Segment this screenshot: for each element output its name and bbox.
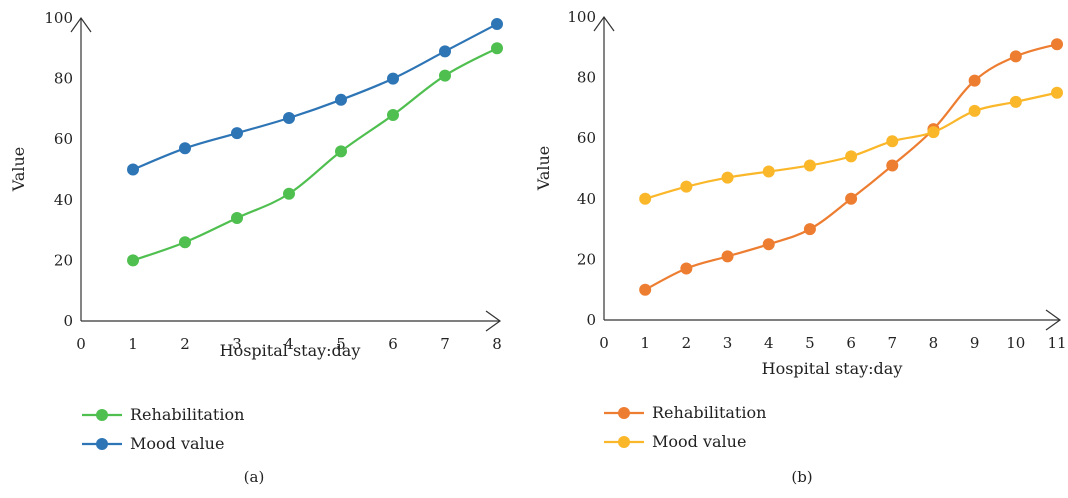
data-point-rehabilitation <box>680 262 692 274</box>
data-point-mood-value <box>1051 87 1063 99</box>
x-tick-label: 5 <box>805 334 815 352</box>
legend-label-mood-value: Mood value <box>130 434 224 453</box>
legend-swatch-marker <box>96 409 108 421</box>
data-point-mood-value <box>127 164 139 176</box>
data-point-mood-value <box>722 172 734 184</box>
x-tick-label: 0 <box>599 334 609 352</box>
data-point-mood-value <box>335 94 347 106</box>
legend-label-rehabilitation: Rehabilitation <box>652 403 766 422</box>
data-point-rehabilitation <box>722 250 734 262</box>
data-point-mood-value <box>680 181 692 193</box>
data-point-rehabilitation <box>845 193 857 205</box>
data-point-rehabilitation <box>763 238 775 250</box>
data-point-mood-value <box>387 73 399 85</box>
data-point-mood-value <box>845 150 857 162</box>
y-tick-label: 60 <box>54 130 73 148</box>
data-point-rehabilitation <box>1010 50 1022 62</box>
panel-caption: (a) <box>244 468 265 486</box>
x-tick-label: 4 <box>764 334 774 352</box>
x-tick-label: 0 <box>76 335 86 353</box>
data-point-rehabilitation <box>335 145 347 157</box>
x-tick-label: 8 <box>929 334 939 352</box>
y-tick-label: 20 <box>577 250 596 268</box>
data-point-rehabilitation <box>491 42 503 54</box>
y-tick-label: 60 <box>577 129 596 147</box>
x-tick-label: 7 <box>887 334 897 352</box>
data-point-mood-value <box>283 112 295 124</box>
data-point-rehabilitation <box>127 254 139 266</box>
x-tick-label: 1 <box>640 334 650 352</box>
y-tick-label: 80 <box>54 70 73 88</box>
data-point-rehabilitation <box>439 70 451 82</box>
data-point-mood-value <box>969 105 981 117</box>
data-point-rehabilitation <box>179 236 191 248</box>
data-point-rehabilitation <box>387 109 399 121</box>
panel-caption: (b) <box>791 468 812 486</box>
data-point-mood-value <box>231 127 243 139</box>
x-tick-label: 11 <box>1047 334 1066 352</box>
y-tick-label: 100 <box>44 9 73 27</box>
y-tick-label: 0 <box>586 311 596 329</box>
data-point-rehabilitation <box>886 159 898 171</box>
x-axis-title: Hospital stay:day <box>220 341 361 360</box>
data-point-rehabilitation <box>639 284 651 296</box>
y-axis-title: Value <box>534 146 553 192</box>
data-point-mood-value <box>439 45 451 57</box>
data-point-mood-value <box>927 126 939 138</box>
x-tick-label: 6 <box>388 335 398 353</box>
data-point-mood-value <box>179 142 191 154</box>
y-tick-label: 40 <box>577 190 596 208</box>
data-point-mood-value <box>639 193 651 205</box>
legend-swatch-marker <box>618 436 630 448</box>
x-tick-label: 2 <box>180 335 190 353</box>
y-axis-title: Value <box>9 147 28 193</box>
x-tick-label: 2 <box>682 334 692 352</box>
data-point-mood-value <box>1010 96 1022 108</box>
y-tick-label: 100 <box>567 8 596 26</box>
x-tick-label: 6 <box>846 334 856 352</box>
legend-label-rehabilitation: Rehabilitation <box>130 405 244 424</box>
x-tick-label: 3 <box>723 334 733 352</box>
y-tick-label: 0 <box>63 312 73 330</box>
data-point-rehabilitation <box>804 223 816 235</box>
legend-swatch-marker <box>96 438 108 450</box>
data-point-rehabilitation <box>283 188 295 200</box>
x-tick-label: 7 <box>440 335 450 353</box>
data-point-mood-value <box>763 166 775 178</box>
x-tick-label: 8 <box>492 335 502 353</box>
data-point-rehabilitation <box>231 212 243 224</box>
y-tick-label: 40 <box>54 191 73 209</box>
data-point-rehabilitation <box>969 75 981 87</box>
data-point-rehabilitation <box>1051 38 1063 50</box>
data-point-mood-value <box>804 159 816 171</box>
x-tick-label: 1 <box>128 335 138 353</box>
y-tick-label: 80 <box>577 69 596 87</box>
data-point-mood-value <box>886 135 898 147</box>
legend-label-mood-value: Mood value <box>652 432 746 451</box>
series-line-rehabilitation <box>645 44 1057 289</box>
x-axis-title: Hospital stay:day <box>762 359 903 378</box>
x-tick-label: 10 <box>1006 334 1025 352</box>
y-tick-label: 20 <box>54 251 73 269</box>
legend-swatch-marker <box>618 407 630 419</box>
x-tick-label: 9 <box>970 334 980 352</box>
series-line-mood-value <box>645 93 1057 199</box>
chart-panel-b: 0 1 2 3 4 5 6 7 8 9 10 11 0 20 40 60 80 100 Hospital stay:… <box>534 8 1067 486</box>
data-point-mood-value <box>491 18 503 30</box>
